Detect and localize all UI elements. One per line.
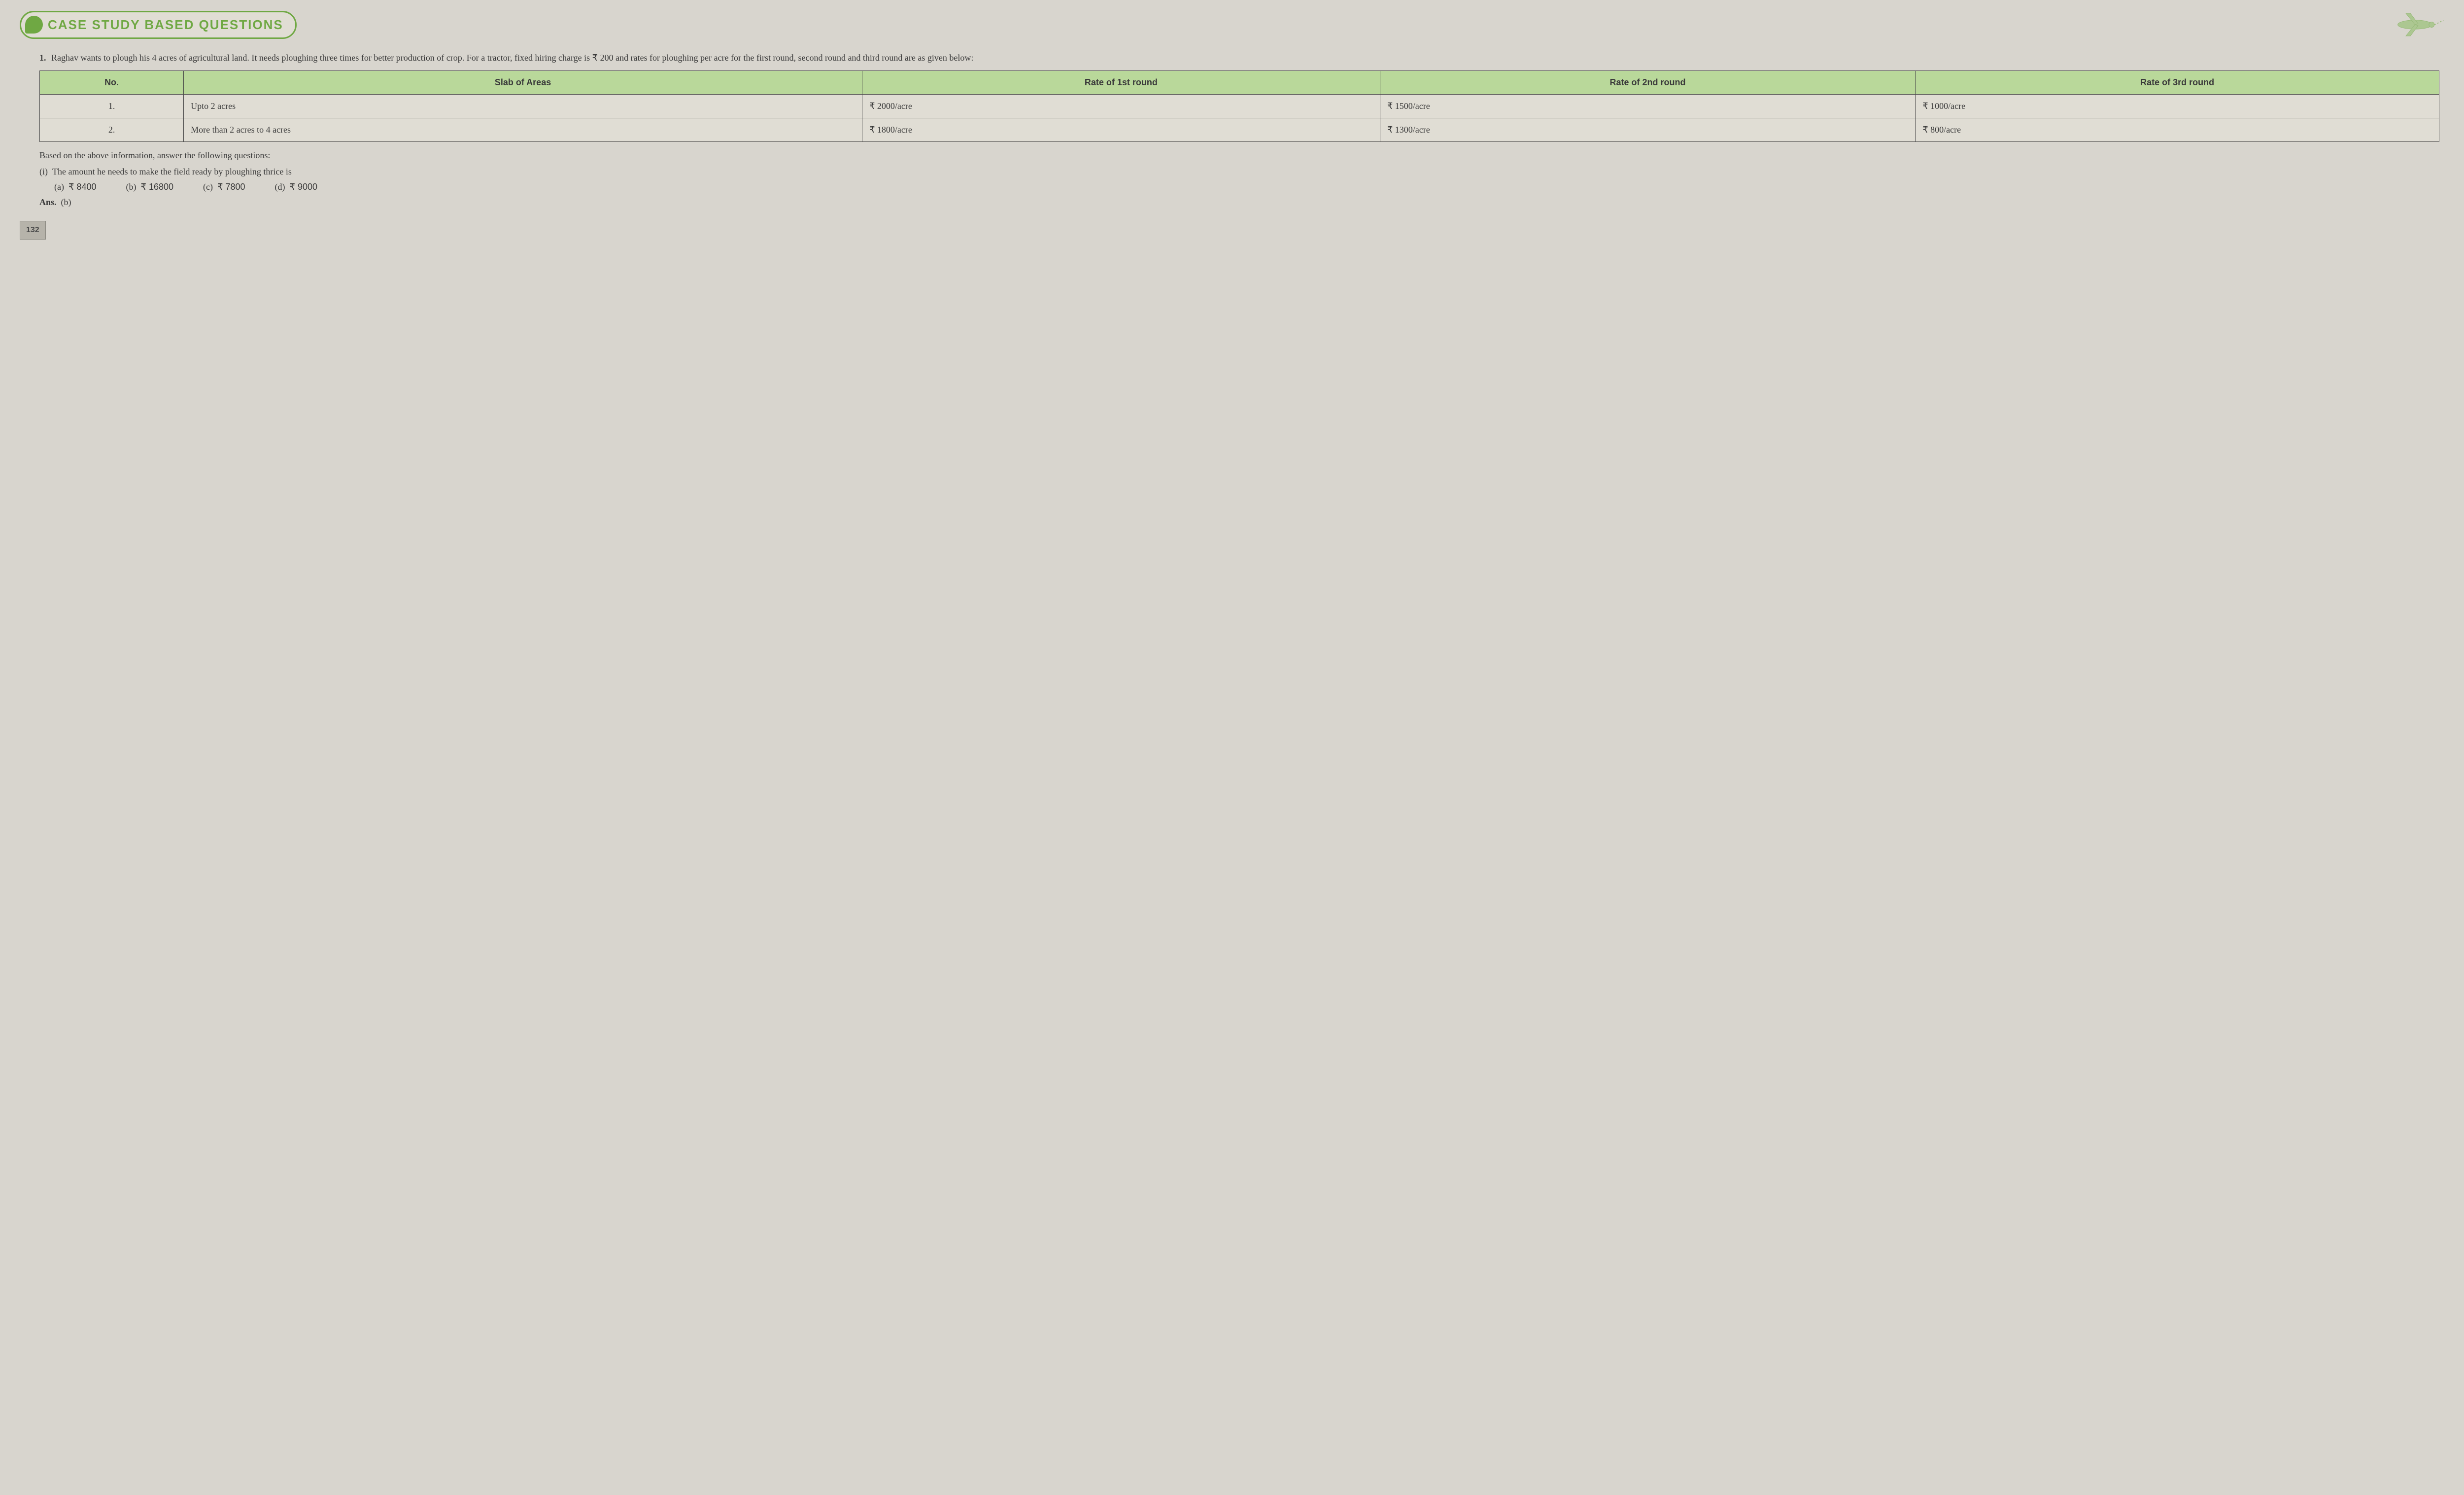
rates-table: No. Slab of Areas Rate of 1st round Rate… (39, 70, 2439, 142)
option-c: (c) ₹ 7800 (203, 180, 245, 194)
question-block: 1. Raghav wants to plough his 4 acres of… (39, 51, 2439, 209)
question-text: 1. Raghav wants to plough his 4 acres of… (39, 51, 2439, 65)
page-number: 132 (20, 221, 46, 240)
table-header-row: No. Slab of Areas Rate of 1st round Rate… (40, 71, 2439, 95)
sub-question: (i) The amount he needs to make the fiel… (39, 165, 2439, 178)
cell-r3: ₹ 800/acre (1916, 118, 2439, 142)
ladybug-icon (25, 16, 43, 34)
cell-no: 1. (40, 95, 184, 118)
option-a: (a) ₹ 8400 (54, 180, 96, 194)
col-no: No. (40, 71, 184, 95)
option-d-label: (d) (274, 182, 285, 192)
option-b-value: ₹ 16800 (140, 182, 173, 192)
cell-r2: ₹ 1500/acre (1380, 95, 1915, 118)
cell-no: 2. (40, 118, 184, 142)
cell-r1: ₹ 1800/acre (862, 118, 1380, 142)
option-b: (b) ₹ 16800 (126, 180, 173, 194)
sub-question-label: (i) (39, 167, 48, 176)
question-number: 1. (39, 53, 46, 63)
option-a-value: ₹ 8400 (68, 182, 97, 192)
option-b-label: (b) (126, 182, 136, 192)
cell-r2: ₹ 1300/acre (1380, 118, 1915, 142)
option-a-label: (a) (54, 182, 64, 192)
table-row: 2. More than 2 acres to 4 acres ₹ 1800/a… (40, 118, 2439, 142)
header-row: CASE STUDY BASED QUESTIONS (20, 10, 2444, 39)
section-title: CASE STUDY BASED QUESTIONS (48, 15, 283, 35)
col-rate1: Rate of 1st round (862, 71, 1380, 95)
option-d: (d) ₹ 9000 (274, 180, 317, 194)
answer-line: Ans. (b) (39, 196, 2439, 209)
cell-r3: ₹ 1000/acre (1916, 95, 2439, 118)
cell-r1: ₹ 2000/acre (862, 95, 1380, 118)
option-d-value: ₹ 9000 (289, 182, 317, 192)
options-row: (a) ₹ 8400 (b) ₹ 16800 (c) ₹ 7800 (d) ₹ … (54, 180, 2439, 194)
question-body: Raghav wants to plough his 4 acres of ag… (51, 53, 973, 63)
col-rate3: Rate of 3rd round (1916, 71, 2439, 95)
col-rate2: Rate of 2nd round (1380, 71, 1915, 95)
option-c-label: (c) (203, 182, 213, 192)
table-row: 1. Upto 2 acres ₹ 2000/acre ₹ 1500/acre … (40, 95, 2439, 118)
section-title-pill: CASE STUDY BASED QUESTIONS (20, 11, 297, 39)
col-slab: Slab of Areas (184, 71, 862, 95)
sub-question-text: The amount he needs to make the field re… (52, 167, 292, 176)
answer-value: (b) (61, 197, 71, 207)
airplane-icon (2390, 10, 2444, 39)
followup-text: Based on the above information, answer t… (39, 149, 2439, 162)
answer-label: Ans. (39, 197, 57, 207)
cell-slab: More than 2 acres to 4 acres (184, 118, 862, 142)
cell-slab: Upto 2 acres (184, 95, 862, 118)
option-c-value: ₹ 7800 (217, 182, 245, 192)
